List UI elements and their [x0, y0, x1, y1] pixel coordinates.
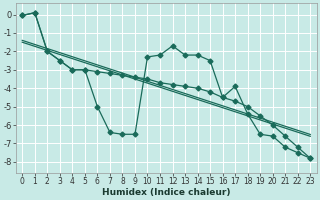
X-axis label: Humidex (Indice chaleur): Humidex (Indice chaleur): [102, 188, 230, 197]
